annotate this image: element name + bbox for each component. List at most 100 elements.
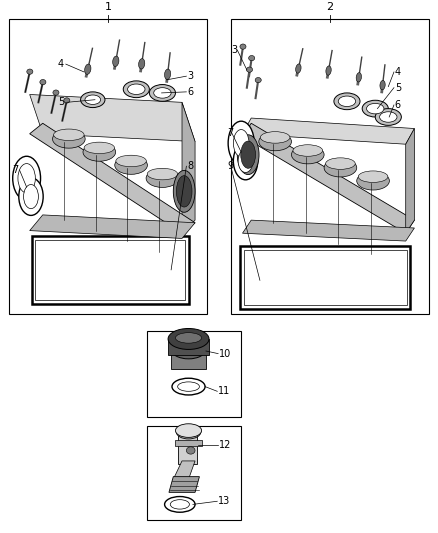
- Ellipse shape: [154, 87, 171, 98]
- Ellipse shape: [334, 93, 360, 110]
- Text: 13: 13: [218, 496, 230, 506]
- Text: 4: 4: [58, 59, 64, 69]
- Ellipse shape: [27, 69, 33, 74]
- Ellipse shape: [171, 340, 206, 359]
- Polygon shape: [178, 432, 197, 464]
- Ellipse shape: [115, 156, 148, 174]
- Ellipse shape: [24, 184, 39, 208]
- Ellipse shape: [165, 69, 171, 79]
- Ellipse shape: [326, 66, 331, 75]
- Text: 2: 2: [326, 2, 334, 12]
- Ellipse shape: [81, 92, 105, 108]
- Ellipse shape: [123, 81, 149, 98]
- Ellipse shape: [176, 424, 201, 438]
- Ellipse shape: [18, 164, 35, 193]
- Text: 11: 11: [218, 386, 230, 397]
- Ellipse shape: [324, 159, 357, 177]
- Ellipse shape: [40, 79, 46, 85]
- Ellipse shape: [238, 149, 253, 173]
- Text: 5: 5: [395, 83, 401, 93]
- Ellipse shape: [53, 129, 84, 141]
- Ellipse shape: [241, 141, 255, 168]
- Ellipse shape: [247, 67, 253, 72]
- Ellipse shape: [83, 143, 116, 161]
- Ellipse shape: [53, 130, 85, 148]
- Polygon shape: [244, 251, 406, 305]
- Polygon shape: [176, 440, 201, 446]
- Ellipse shape: [138, 59, 145, 69]
- Ellipse shape: [259, 132, 291, 151]
- Ellipse shape: [367, 103, 384, 114]
- Polygon shape: [30, 215, 195, 238]
- Ellipse shape: [260, 132, 290, 143]
- Text: 7: 7: [227, 128, 233, 138]
- Polygon shape: [32, 236, 188, 304]
- Ellipse shape: [380, 80, 385, 90]
- Polygon shape: [182, 102, 195, 233]
- Bar: [147, 426, 241, 520]
- Bar: [9, 19, 207, 314]
- Ellipse shape: [177, 425, 201, 439]
- Ellipse shape: [240, 44, 246, 49]
- Bar: [231, 19, 429, 314]
- Ellipse shape: [293, 145, 322, 156]
- Polygon shape: [243, 118, 414, 144]
- Ellipse shape: [13, 156, 41, 200]
- Ellipse shape: [357, 172, 389, 190]
- Text: 3: 3: [232, 45, 238, 55]
- Ellipse shape: [53, 90, 59, 95]
- Polygon shape: [240, 246, 410, 309]
- Ellipse shape: [358, 171, 388, 182]
- Text: 6: 6: [395, 100, 401, 110]
- Ellipse shape: [85, 64, 91, 74]
- Polygon shape: [35, 240, 185, 300]
- Ellipse shape: [228, 121, 254, 165]
- Ellipse shape: [116, 155, 146, 167]
- Ellipse shape: [173, 171, 195, 212]
- Ellipse shape: [146, 169, 179, 188]
- Ellipse shape: [84, 142, 115, 154]
- Ellipse shape: [64, 98, 70, 103]
- Ellipse shape: [291, 146, 324, 164]
- Ellipse shape: [147, 168, 178, 180]
- Polygon shape: [243, 220, 414, 241]
- Polygon shape: [243, 123, 414, 233]
- Polygon shape: [30, 94, 195, 142]
- Ellipse shape: [233, 142, 258, 180]
- Ellipse shape: [170, 499, 189, 509]
- Polygon shape: [173, 461, 195, 479]
- Ellipse shape: [233, 130, 249, 157]
- Ellipse shape: [338, 96, 356, 107]
- Text: 9: 9: [227, 161, 233, 171]
- Ellipse shape: [178, 382, 199, 391]
- Text: 4: 4: [395, 67, 401, 77]
- Ellipse shape: [356, 72, 361, 82]
- Ellipse shape: [325, 158, 355, 169]
- Text: 1: 1: [105, 2, 112, 12]
- Text: 8: 8: [187, 161, 193, 171]
- Polygon shape: [168, 339, 209, 354]
- Ellipse shape: [362, 100, 389, 117]
- Text: 7: 7: [12, 165, 18, 175]
- Ellipse shape: [380, 112, 397, 122]
- Ellipse shape: [127, 84, 145, 94]
- Text: 12: 12: [219, 440, 231, 450]
- Ellipse shape: [177, 176, 192, 207]
- Ellipse shape: [186, 447, 195, 454]
- Text: 3: 3: [187, 71, 193, 81]
- Ellipse shape: [237, 135, 259, 175]
- Ellipse shape: [249, 55, 255, 61]
- Ellipse shape: [172, 378, 205, 395]
- Ellipse shape: [255, 77, 261, 83]
- Ellipse shape: [375, 109, 401, 125]
- Ellipse shape: [165, 497, 195, 512]
- Ellipse shape: [85, 95, 101, 104]
- Ellipse shape: [113, 56, 119, 67]
- Ellipse shape: [168, 328, 209, 350]
- Ellipse shape: [296, 64, 301, 73]
- Ellipse shape: [176, 333, 201, 343]
- Polygon shape: [406, 128, 414, 233]
- Polygon shape: [171, 351, 206, 369]
- Ellipse shape: [19, 177, 43, 215]
- Ellipse shape: [149, 85, 176, 101]
